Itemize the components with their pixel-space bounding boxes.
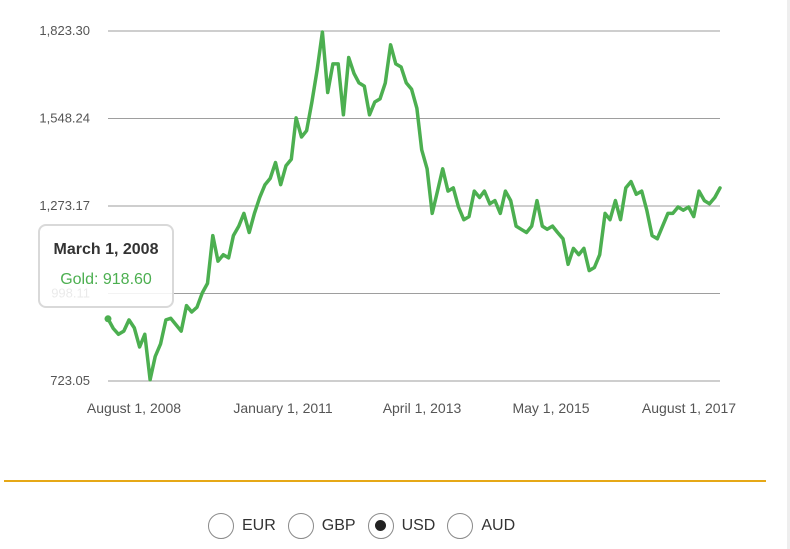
currency-label: AUD bbox=[481, 517, 516, 534]
y-tick-label: 723.05 bbox=[50, 373, 90, 388]
radio-circle[interactable] bbox=[208, 513, 234, 539]
x-tick-label: August 1, 2017 bbox=[642, 400, 736, 416]
y-axis-ticks: 723.05998.111,273.171,548.241,823.30 bbox=[39, 23, 90, 388]
radio-circle[interactable] bbox=[287, 513, 314, 539]
tooltip-value: Gold: 918.60 bbox=[60, 271, 152, 288]
currency-option-gbp[interactable]: GBP bbox=[287, 513, 356, 539]
section-divider bbox=[4, 480, 766, 482]
x-tick-label: May 1, 2015 bbox=[512, 400, 589, 416]
gold-price-chart: 723.05998.111,273.171,548.241,823.30 Aug… bbox=[39, 23, 736, 416]
radio-circle[interactable] bbox=[447, 513, 474, 539]
radio-circle[interactable] bbox=[367, 513, 394, 539]
currency-option-usd[interactable]: USD bbox=[367, 513, 436, 539]
x-tick-label: August 1, 2008 bbox=[87, 400, 181, 416]
tooltip-date: March 1, 2008 bbox=[53, 241, 159, 258]
tooltip: March 1, 2008 Gold: 918.60 bbox=[38, 224, 174, 308]
currency-selector: EUR GBP USD AUD bbox=[208, 510, 527, 542]
scrollbar-track[interactable] bbox=[787, 0, 790, 549]
currency-option-aud[interactable]: AUD bbox=[447, 513, 515, 539]
currency-label: GBP bbox=[321, 517, 356, 534]
gold-series-line bbox=[106, 30, 722, 382]
x-tick-label: January 1, 2011 bbox=[233, 400, 333, 416]
y-tick-label: 1,823.30 bbox=[39, 23, 90, 38]
y-tick-label: 1,273.17 bbox=[39, 198, 90, 213]
currency-label: EUR bbox=[242, 517, 276, 534]
currency-label: USD bbox=[401, 517, 436, 534]
x-axis-ticks: August 1, 2008 January 1, 2011 April 1, 20… bbox=[87, 400, 736, 416]
hover-point-marker bbox=[104, 315, 112, 323]
grid-lines bbox=[108, 30, 720, 382]
x-tick-label: April 1, 2013 bbox=[383, 400, 462, 416]
currency-option-eur[interactable]: EUR bbox=[208, 513, 276, 539]
y-tick-label: 1,548.24 bbox=[39, 110, 90, 125]
